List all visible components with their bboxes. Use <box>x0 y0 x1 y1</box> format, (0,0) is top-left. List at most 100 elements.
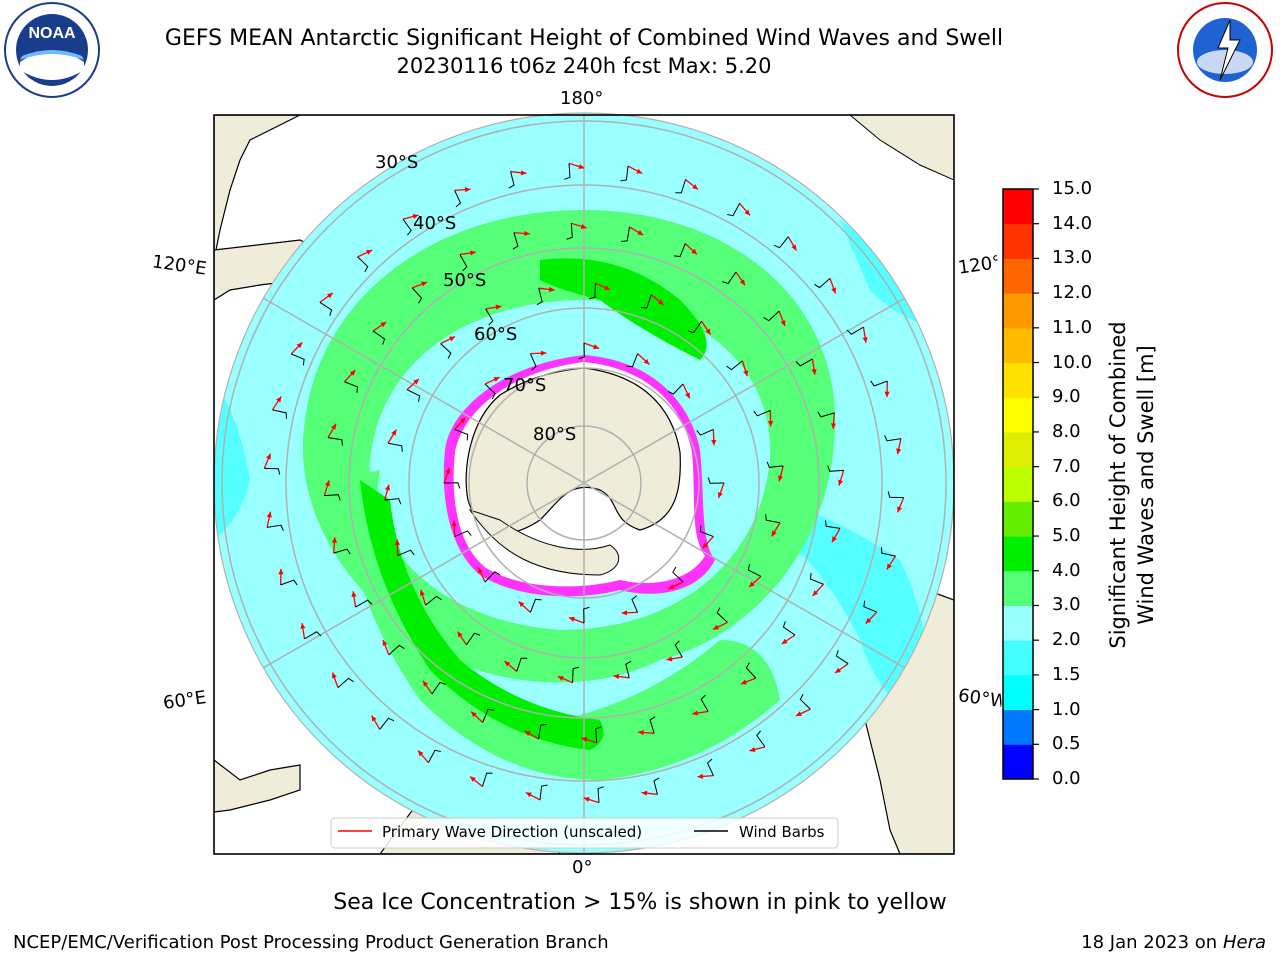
wind-barb <box>355 599 373 608</box>
wind-barb <box>264 467 281 475</box>
lat-label-50s: 50°S <box>443 270 487 291</box>
wind-barb <box>817 411 835 418</box>
nws-logo <box>1177 2 1273 98</box>
wave-arrow-head <box>423 680 429 687</box>
madagascar-landmass <box>214 759 301 813</box>
wave-arrow-head <box>581 737 588 743</box>
wind-barb <box>835 650 849 665</box>
wave-arrow-head <box>717 492 723 499</box>
wind-barb <box>387 442 403 452</box>
wind-barb <box>411 287 423 304</box>
wave-arrow-head <box>637 230 644 236</box>
wave-arrow-head <box>382 639 388 646</box>
wind-barb <box>846 326 864 335</box>
wind-barb <box>625 660 632 678</box>
wave-arrow-head <box>636 168 643 174</box>
wave-arrow-head <box>685 392 690 399</box>
wave-arrow-head <box>666 656 673 662</box>
wave-arrow-head <box>568 616 575 622</box>
wind-barb <box>700 694 709 712</box>
wave-arrow-head <box>744 209 751 216</box>
wind-barb <box>466 632 481 646</box>
wind-barb <box>267 524 284 531</box>
wave-arrow-head <box>862 337 868 343</box>
wind-barb <box>485 308 494 326</box>
wind-barb <box>699 525 714 538</box>
wave-arrow-head <box>421 281 428 287</box>
wind-barb <box>880 547 896 557</box>
wave-arrow-head <box>831 287 837 294</box>
wind-barb <box>566 223 573 240</box>
wind-barb <box>595 726 602 743</box>
wave-arrow-head <box>448 336 455 342</box>
colorbar-segment <box>1003 570 1033 606</box>
wave-arrow-head <box>478 567 483 574</box>
wind-barb <box>529 353 537 371</box>
colorbar-segment <box>1003 501 1033 537</box>
wind-barb <box>722 271 737 285</box>
wave-arrow-head <box>518 601 525 608</box>
wave-arrow-head <box>557 676 564 681</box>
wave-arrow-head <box>331 423 337 430</box>
wave-arrow-head <box>525 792 532 798</box>
colorbar-segment <box>1003 709 1033 745</box>
wind-barb <box>402 218 412 236</box>
wave-arrow-head <box>524 230 530 237</box>
wind-barb <box>884 435 901 442</box>
wind-barb <box>324 494 341 501</box>
wind-barb <box>406 389 421 402</box>
wave-arrow-head <box>540 350 547 356</box>
barb-legend-label: Wind Barbs <box>739 823 825 841</box>
wave-arrow-head <box>865 617 872 624</box>
wind-barb <box>379 717 395 730</box>
lat-label-60s: 60°S <box>474 324 518 345</box>
wave-arrow-head <box>520 170 527 176</box>
wind-barb <box>863 600 878 613</box>
wave-arrow-head <box>391 429 397 436</box>
wave-field-core <box>360 480 604 750</box>
wind-barb <box>626 353 639 368</box>
wind-barb <box>372 330 386 345</box>
colorbar-segment <box>1003 640 1033 676</box>
wave-arrow-head <box>469 776 476 782</box>
wind-barb <box>431 681 446 695</box>
wind-barb <box>459 254 468 272</box>
colorbar-tick-label: 1.0 <box>1052 698 1081 720</box>
wind-barb <box>649 716 656 734</box>
wave-arrow-head <box>749 746 756 753</box>
wind-barb <box>674 640 683 658</box>
wave-arrow-head <box>896 448 902 455</box>
wind-barb <box>397 549 415 557</box>
wave-arrow-head <box>384 484 391 491</box>
wind-barb <box>782 621 796 636</box>
wind-barb <box>333 548 351 555</box>
wind-barb <box>870 380 888 387</box>
wind-barb <box>799 693 811 710</box>
wind-barb <box>621 226 630 243</box>
colorbar-segment <box>1003 744 1033 780</box>
colorbar-tick-label: 4.0 <box>1052 559 1081 581</box>
wave-arrow-head <box>394 539 401 546</box>
wave-arrow-head <box>300 623 306 629</box>
wave-arrow-head <box>471 711 477 718</box>
wind-barb <box>620 165 629 182</box>
wind-barb <box>809 573 824 585</box>
colorbar-segment <box>1003 466 1033 502</box>
wave-arrow-head <box>464 187 471 193</box>
wind-barb <box>747 564 762 577</box>
wave-arrow-head <box>493 377 500 382</box>
colorbar-tick-label: 1.5 <box>1052 663 1081 685</box>
wave-arrow-head <box>897 506 902 513</box>
wave-arrow-head <box>413 378 419 385</box>
colorbar-tick-label: 5.0 <box>1052 525 1081 547</box>
wave-arrow-head <box>749 581 755 588</box>
colorbar-tick-label: 15.0 <box>1052 178 1093 199</box>
wave-field-band <box>302 210 836 683</box>
wave-arrow-head <box>451 520 457 527</box>
wave-arrow-head <box>459 417 466 424</box>
colorbar-segment <box>1003 362 1033 398</box>
wave-arrow-head <box>580 223 587 229</box>
wind-barb <box>578 342 585 360</box>
wave-arrow-head <box>767 420 774 427</box>
